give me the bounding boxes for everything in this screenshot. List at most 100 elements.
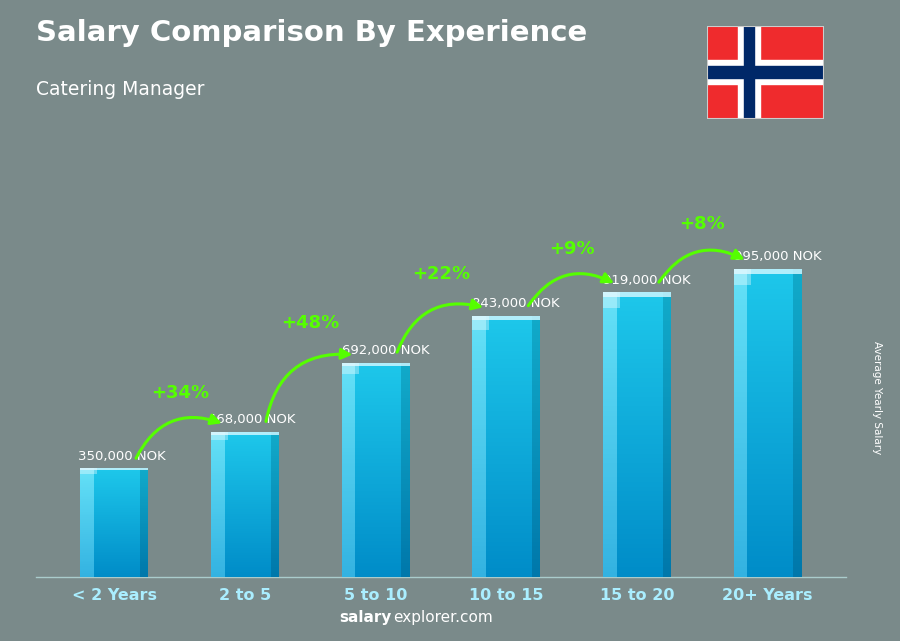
Bar bbox=[342, 479, 356, 480]
Bar bbox=[401, 402, 410, 404]
Bar bbox=[80, 484, 148, 485]
Bar bbox=[271, 442, 279, 443]
Bar bbox=[80, 511, 94, 512]
Bar bbox=[401, 436, 410, 438]
Bar bbox=[271, 571, 279, 572]
Bar bbox=[603, 551, 670, 553]
Bar bbox=[80, 487, 94, 488]
Bar bbox=[532, 533, 540, 535]
Bar bbox=[603, 406, 616, 408]
Bar bbox=[80, 532, 148, 533]
Bar bbox=[603, 413, 670, 415]
Bar bbox=[734, 472, 802, 474]
Bar bbox=[342, 441, 410, 443]
Bar bbox=[734, 394, 747, 397]
Bar bbox=[140, 476, 148, 477]
Bar bbox=[532, 431, 540, 433]
Bar bbox=[80, 526, 148, 527]
Bar bbox=[662, 560, 670, 563]
Bar bbox=[80, 550, 148, 551]
Bar bbox=[734, 477, 802, 479]
Text: salary: salary bbox=[339, 610, 392, 625]
Bar bbox=[734, 482, 802, 485]
Bar bbox=[80, 538, 148, 539]
Bar bbox=[140, 535, 148, 537]
Bar bbox=[472, 453, 540, 455]
Bar bbox=[342, 371, 356, 373]
Bar bbox=[80, 469, 97, 474]
Bar bbox=[794, 376, 802, 379]
Bar bbox=[271, 460, 279, 461]
Bar bbox=[662, 380, 670, 382]
Bar bbox=[401, 575, 410, 577]
Bar bbox=[80, 519, 148, 520]
Bar bbox=[80, 549, 148, 550]
Bar bbox=[794, 510, 802, 513]
Bar bbox=[532, 412, 540, 413]
Bar bbox=[212, 556, 279, 558]
Bar bbox=[342, 461, 410, 463]
Bar bbox=[342, 454, 356, 455]
Bar bbox=[212, 432, 228, 440]
Bar bbox=[472, 388, 486, 390]
Bar bbox=[212, 480, 225, 481]
Bar bbox=[603, 304, 616, 306]
Bar bbox=[603, 437, 670, 439]
Bar bbox=[271, 553, 279, 554]
Bar bbox=[212, 532, 225, 533]
Bar bbox=[212, 563, 279, 565]
Bar bbox=[271, 443, 279, 444]
Bar bbox=[603, 487, 616, 489]
Bar bbox=[734, 449, 747, 451]
Bar bbox=[140, 521, 148, 522]
Bar bbox=[342, 430, 356, 432]
Bar bbox=[734, 467, 747, 469]
Bar bbox=[140, 528, 148, 529]
Bar bbox=[342, 552, 356, 554]
Bar bbox=[734, 505, 747, 508]
Bar bbox=[734, 495, 802, 497]
Bar bbox=[532, 320, 540, 322]
Bar bbox=[794, 358, 802, 361]
Bar bbox=[532, 538, 540, 540]
Bar bbox=[80, 561, 94, 562]
Bar bbox=[212, 442, 279, 443]
Bar bbox=[734, 559, 747, 562]
Bar bbox=[734, 371, 747, 374]
Bar bbox=[603, 415, 616, 418]
Bar bbox=[212, 565, 225, 566]
Bar bbox=[212, 503, 279, 504]
Bar bbox=[603, 463, 670, 465]
Bar bbox=[342, 541, 410, 543]
Bar bbox=[603, 534, 616, 537]
Bar bbox=[80, 472, 148, 473]
Bar bbox=[734, 276, 802, 279]
Bar bbox=[271, 439, 279, 440]
Bar bbox=[662, 529, 670, 532]
Bar bbox=[271, 491, 279, 492]
Bar bbox=[532, 477, 540, 479]
Bar bbox=[472, 477, 486, 479]
Bar bbox=[212, 540, 279, 542]
Bar bbox=[472, 401, 540, 403]
Bar bbox=[794, 345, 802, 348]
Bar bbox=[212, 570, 279, 571]
Bar bbox=[662, 358, 670, 361]
Bar bbox=[734, 559, 802, 562]
Bar bbox=[662, 392, 670, 394]
Bar bbox=[532, 405, 540, 407]
Bar bbox=[271, 440, 279, 442]
Bar bbox=[794, 451, 802, 454]
Bar bbox=[80, 507, 148, 508]
Bar bbox=[734, 371, 802, 374]
Bar bbox=[734, 302, 802, 304]
Bar bbox=[401, 380, 410, 382]
Bar bbox=[734, 541, 747, 544]
Bar bbox=[532, 394, 540, 396]
Bar bbox=[734, 444, 802, 446]
Bar bbox=[794, 444, 802, 446]
Bar bbox=[212, 442, 225, 443]
Bar bbox=[662, 558, 670, 560]
Bar bbox=[603, 420, 616, 422]
Bar bbox=[734, 562, 747, 564]
